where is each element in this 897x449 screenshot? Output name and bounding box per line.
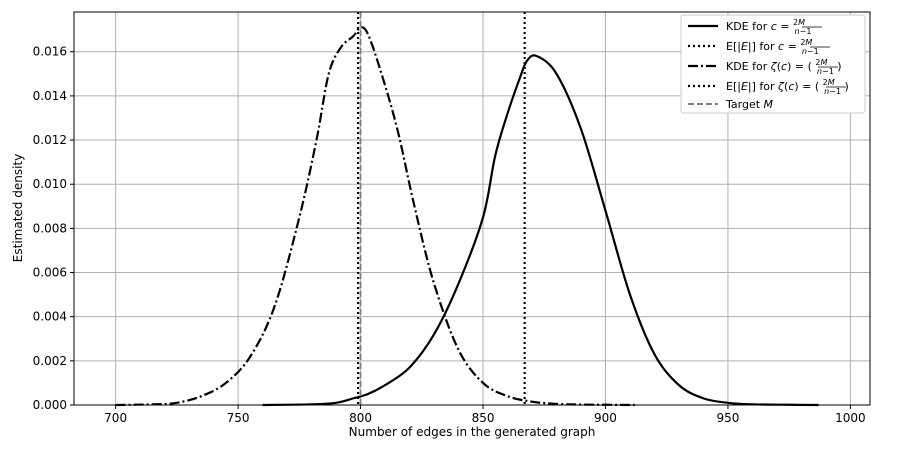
x-axis-label: Number of edges in the generated graph (349, 425, 596, 439)
x-tick-label: 850 (472, 411, 495, 425)
legend: KDE for c = 2M n−1 E[|E|] for c = 2M n−1… (680, 14, 866, 114)
legend-kde-c-label: KDE for c = 2M n−1 (726, 15, 811, 36)
x-tick-label: 800 (349, 411, 372, 425)
plot-area (115, 12, 819, 407)
y-tick-label: 0.004 (33, 310, 67, 324)
y-tick-label: 0.016 (33, 45, 67, 59)
legend-target-label: Target M (725, 98, 774, 111)
y-tick-label: 0.008 (33, 221, 67, 235)
series-line-kde-zeta (115, 26, 635, 407)
y-tick-label: 0.012 (33, 133, 67, 147)
x-tick-label: 900 (594, 411, 617, 425)
x-axis: 700 750 800 850 900 950 1000 (104, 405, 866, 425)
y-tick-label: 0.014 (33, 89, 67, 103)
x-tick-label: 700 (104, 411, 127, 425)
y-tick-label: 0.000 (33, 398, 67, 412)
x-tick-label: 950 (716, 411, 739, 425)
legend-expected-c-label: E[|E|] for c = 2M n−1 (726, 35, 819, 56)
x-tick-label: 1000 (835, 411, 866, 425)
y-tick-label: 0.002 (33, 354, 67, 368)
x-tick-label: 750 (227, 411, 250, 425)
y-axis: 0.000 0.002 0.004 0.006 0.008 0.010 0.012 0.014… (33, 45, 74, 412)
legend-kde-zeta-label: KDE for ζ(c) = ( 2M n−1 ) (726, 55, 842, 77)
y-tick-label: 0.010 (33, 177, 67, 191)
y-tick-label: 0.006 (33, 266, 67, 280)
y-axis-label: Estimated density (11, 154, 25, 262)
legend-box (680, 14, 866, 114)
legend-expected-zeta-label: E[|E|] for ζ(c) = ( 2M n−1 ) (726, 75, 849, 97)
plot-frame (73, 11, 871, 406)
